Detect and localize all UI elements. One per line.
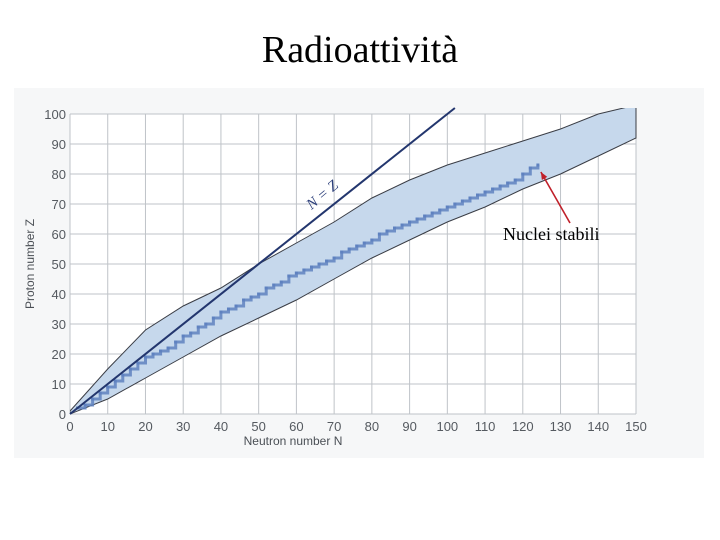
x-tick-label: 40 xyxy=(214,419,228,434)
n-equals-z-line xyxy=(69,107,456,415)
x-tick-label: 150 xyxy=(625,419,647,434)
chart: N = Z0 10 20 30 40 50 60 70 80 90 100 110 120 130 140 1… xyxy=(23,107,647,448)
x-axis-label: Neutron number N xyxy=(244,434,343,448)
stable-nucleus-point xyxy=(438,208,442,212)
stable-nucleus-point xyxy=(521,172,525,176)
x-tick-label: 20 xyxy=(138,419,152,434)
x-tick-label: 110 xyxy=(475,419,496,434)
stable-nucleus-point xyxy=(317,262,321,266)
x-tick-label: 60 xyxy=(289,419,303,434)
stable-nucleus-point xyxy=(234,304,238,308)
stable-nucleus-point xyxy=(242,298,246,302)
stable-nucleus-point xyxy=(309,265,313,269)
y-tick-label: 100 xyxy=(44,107,66,122)
stable-nucleus-point xyxy=(151,352,155,356)
stable-nucleus-point xyxy=(362,241,366,245)
y-tick-label: 80 xyxy=(52,167,66,182)
stable-nucleus-point xyxy=(219,310,223,314)
stable-nucleus-point xyxy=(393,226,397,230)
stable-nucleus-point xyxy=(174,340,178,344)
stable-nucleus-point xyxy=(91,397,95,401)
stable-nucleus-point xyxy=(166,346,170,350)
stable-nucleus-point xyxy=(377,232,381,236)
stable-nucleus-point xyxy=(128,367,132,371)
stable-nucleus-point xyxy=(528,166,532,170)
y-tick-label: 90 xyxy=(52,137,66,152)
stable-nucleus-point xyxy=(264,286,268,290)
y-tick-label: 20 xyxy=(52,347,66,362)
x-tick-label: 70 xyxy=(327,419,341,434)
chart-area: N = Z 0 10 20 30 40 50 60 70 80 90 100 110 120 130 140 1… xyxy=(14,88,704,458)
stable-nucleus-point xyxy=(181,334,185,338)
stable-nucleus-point xyxy=(83,403,87,407)
stable-nucleus-point xyxy=(460,199,464,203)
stable-nucleus-point xyxy=(536,163,540,167)
stable-nucleus-point xyxy=(370,238,374,242)
stable-nucleus-point xyxy=(498,184,502,188)
stable-nucleus-point xyxy=(400,223,404,227)
known-nuclei-band xyxy=(70,108,637,415)
stable-nucleus-point xyxy=(279,280,283,284)
stable-nucleus-point xyxy=(196,325,200,329)
stable-nucleus-point xyxy=(415,217,419,221)
stable-nucleus-point xyxy=(136,361,140,365)
y-tick-label: 40 xyxy=(52,287,66,302)
stable-nucleus-point xyxy=(98,391,102,395)
stable-nucleus-point xyxy=(385,229,389,233)
stable-nucleus-point xyxy=(430,211,434,215)
y-tick-label: 50 xyxy=(52,257,66,272)
x-tick-label: 80 xyxy=(365,419,379,434)
annotation-arrowhead xyxy=(540,172,548,180)
stable-nucleus-point xyxy=(159,349,163,353)
stable-nucleus-point xyxy=(491,187,495,191)
stable-nucleus-point xyxy=(506,181,510,185)
stable-nucleus-point xyxy=(121,373,125,377)
stable-nucleus-point xyxy=(445,205,449,209)
stable-nucleus-point xyxy=(332,256,336,260)
stable-nucleus-point xyxy=(423,214,427,218)
stable-nucleus-point xyxy=(257,292,261,296)
annotation-label: Nuclei stabili xyxy=(503,224,599,244)
x-tick-label: 100 xyxy=(436,419,458,434)
y-tick-label: 10 xyxy=(52,377,66,392)
x-tick-label: 30 xyxy=(176,419,190,434)
annotation-arrow xyxy=(540,171,571,224)
stable-nucleus-point xyxy=(294,271,298,275)
y-axis-label: Proton number Z xyxy=(23,219,37,309)
y-tick-label: 70 xyxy=(52,197,66,212)
stable-nucleus-point xyxy=(355,244,359,248)
x-tick-label: 90 xyxy=(402,419,416,434)
stable-nucleus-point xyxy=(408,220,412,224)
stable-nucleus-point xyxy=(513,178,517,182)
x-tick-label: 140 xyxy=(587,419,609,434)
stable-nucleus-point xyxy=(272,283,276,287)
stable-nucleus-point xyxy=(302,268,306,272)
slide-title: Radioattività xyxy=(261,29,459,71)
stable-nucleus-point xyxy=(226,307,230,311)
stable-nucleus-point xyxy=(476,193,480,197)
x-tick-label: 130 xyxy=(550,419,572,434)
y-tick-label: 60 xyxy=(52,227,66,242)
stable-nucleus-point xyxy=(347,247,351,251)
stable-nucleus-point xyxy=(249,295,253,299)
x-tick-label: 0 xyxy=(66,419,73,434)
y-tick-label: 0 xyxy=(59,407,66,422)
x-tick-label: 10 xyxy=(100,419,114,434)
stable-nucleus-point xyxy=(453,202,457,206)
stable-nucleus-point xyxy=(106,385,110,389)
stable-nucleus-point xyxy=(189,331,193,335)
stable-nucleus-point xyxy=(483,190,487,194)
stable-nucleus-point xyxy=(204,322,208,326)
stable-nucleus-point xyxy=(468,196,472,200)
x-tick-label: 120 xyxy=(512,419,534,434)
stable-nucleus-point xyxy=(325,259,329,263)
stable-nucleus-point xyxy=(143,355,147,359)
stable-nucleus-point xyxy=(113,379,117,383)
y-tick-label: 30 xyxy=(52,317,66,332)
stable-nucleus-point xyxy=(211,316,215,320)
x-tick-label: 50 xyxy=(251,419,265,434)
stable-nucleus-point xyxy=(340,250,344,254)
stable-nucleus-point xyxy=(287,274,291,278)
